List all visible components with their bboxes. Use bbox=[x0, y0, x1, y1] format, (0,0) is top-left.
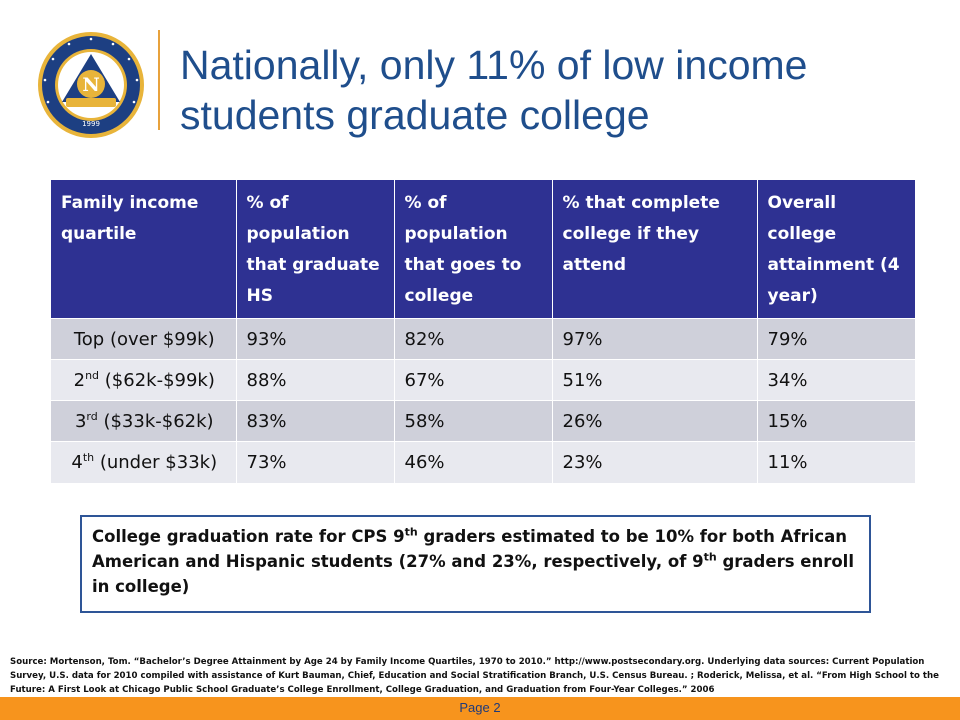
complete-cell: 51% bbox=[552, 359, 758, 401]
quartile-cell: 4th (under $33k) bbox=[51, 441, 237, 483]
header-goes-to-college: % of population that goes to college bbox=[394, 180, 553, 319]
quartile-cell: 2nd ($62k-$99k) bbox=[51, 359, 237, 401]
table-row: 4th (under $33k) 73% 46% 23% 11% bbox=[51, 441, 915, 483]
svg-text:N: N bbox=[82, 74, 99, 96]
table-row: 2nd ($62k-$99k) 88% 67% 51% 34% bbox=[51, 359, 915, 401]
college-cell: 67% bbox=[394, 359, 553, 401]
svg-text:1999: 1999 bbox=[82, 120, 100, 128]
title-divider bbox=[158, 30, 160, 130]
footer-bar bbox=[0, 697, 960, 720]
header-complete-college: % that complete college if they attend bbox=[552, 180, 758, 319]
college-cell: 58% bbox=[394, 400, 553, 442]
table-row: 3rd ($33k-$62k) 83% 58% 26% 15% bbox=[51, 400, 915, 442]
quartile-cell: Top (over $99k) bbox=[51, 318, 237, 360]
hs-cell: 83% bbox=[236, 400, 395, 442]
overall-cell: 11% bbox=[757, 441, 915, 483]
header-graduate-hs: % of population that graduate HS bbox=[236, 180, 395, 319]
college-cell: 82% bbox=[394, 318, 553, 360]
quartile-cell: 3rd ($33k-$62k) bbox=[51, 400, 237, 442]
source-citation: Source: Mortenson, Tom. “Bachelor’s Degr… bbox=[10, 657, 939, 695]
cps-graduation-callout: College graduation rate for CPS 9th grad… bbox=[80, 515, 871, 613]
page-title: Nationally, only 11% of low income stude… bbox=[180, 42, 808, 138]
hs-cell: 73% bbox=[236, 441, 395, 483]
page-number: Page 2 bbox=[459, 700, 501, 715]
complete-cell: 26% bbox=[552, 400, 758, 442]
callout-sup-1: th bbox=[404, 525, 418, 539]
college-cell: 46% bbox=[394, 441, 553, 483]
overall-cell: 34% bbox=[757, 359, 915, 401]
income-quartile-table: Family income quartile % of population t… bbox=[51, 180, 915, 483]
callout-text-3: graders enroll in college) bbox=[92, 552, 854, 596]
overall-cell: 79% bbox=[757, 318, 915, 360]
school-seal-logo: N 1999 bbox=[38, 32, 144, 138]
hs-cell: 93% bbox=[236, 318, 395, 360]
overall-cell: 15% bbox=[757, 400, 915, 442]
table-row: Top (over $99k) 93% 82% 97% 79% bbox=[51, 318, 915, 360]
header-family-income: Family income quartile bbox=[51, 180, 237, 319]
complete-cell: 23% bbox=[552, 441, 758, 483]
table-header-row: Family income quartile % of population t… bbox=[51, 180, 915, 319]
hs-cell: 88% bbox=[236, 359, 395, 401]
callout-text-1: College graduation rate for CPS 9 bbox=[92, 527, 405, 546]
callout-text-2: graders estimated to be 10% for both Afr… bbox=[92, 527, 848, 571]
header-overall-attainment: Overall college attainment (4 year) bbox=[757, 180, 915, 319]
complete-cell: 97% bbox=[552, 318, 758, 360]
callout-sup-2: th bbox=[703, 550, 717, 564]
